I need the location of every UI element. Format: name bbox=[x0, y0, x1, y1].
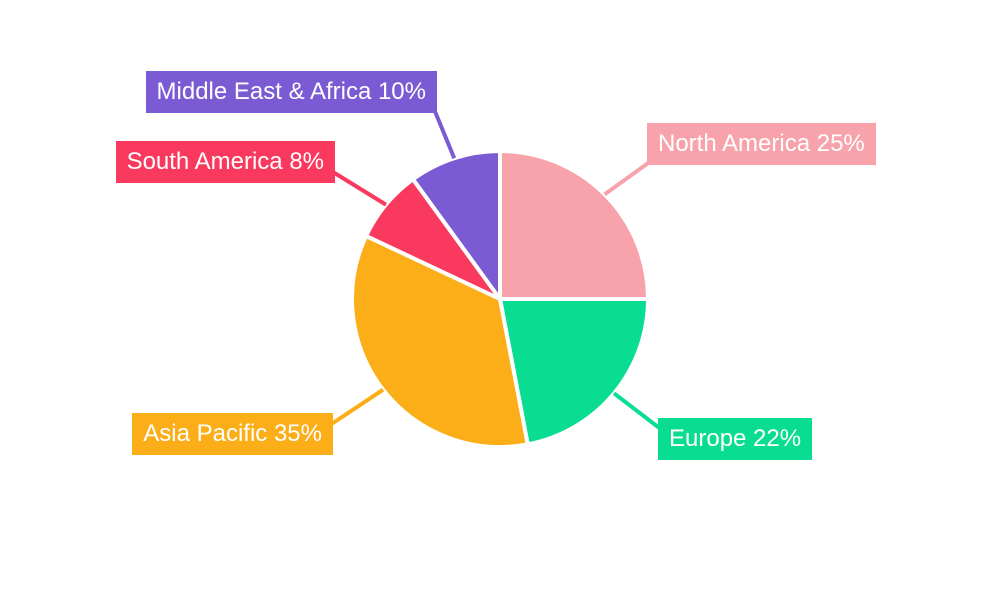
pie-slice-middle-east-africa[interactable] bbox=[411, 149, 502, 301]
leader-line-south-america bbox=[331, 170, 388, 207]
slice-label-south-america: South America 8% bbox=[115, 141, 335, 183]
leader-line-asia-pacific bbox=[328, 388, 385, 427]
leader-line-north-america bbox=[603, 159, 653, 196]
pie-slice-asia-pacific[interactable] bbox=[350, 233, 530, 449]
leader-line-middle-east-africa bbox=[432, 108, 457, 160]
slice-label-middle-east-africa: Middle East & Africa 10% bbox=[145, 71, 437, 113]
pie-slice-north-america[interactable] bbox=[498, 149, 650, 301]
slice-label-asia-pacific: Asia Pacific 35% bbox=[132, 413, 333, 455]
leader-line-europe bbox=[612, 391, 664, 432]
slice-label-europe: Europe 22% bbox=[658, 418, 813, 460]
pie-slice-europe[interactable] bbox=[498, 297, 650, 447]
slice-label-north-america: North America 25% bbox=[647, 123, 876, 165]
